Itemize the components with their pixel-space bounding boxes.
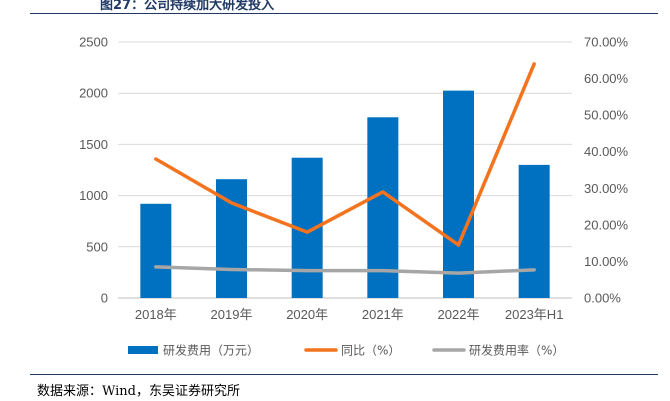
point-yoy-growth	[381, 190, 385, 194]
line-yoy-growth	[154, 62, 536, 247]
right-axis-ticks: 0.00% 10.00% 20.00% 30.00% 40.00% 50.00% 60.00…	[584, 35, 629, 306]
source-note: 数据来源：Wind，东吴证券研究所	[37, 384, 240, 399]
left-axis-tick-label: 500	[86, 239, 108, 254]
point-yoy-growth	[154, 157, 158, 161]
category-label: 2018年	[135, 307, 177, 322]
legend-label: 同比（%）	[341, 344, 400, 358]
category-label: 2023年H1	[505, 307, 564, 322]
point-rd-expense-ratio	[154, 265, 158, 269]
right-axis-tick-label: 50.00%	[584, 108, 629, 123]
legend-yoy-growth: 同比（%）	[304, 344, 400, 358]
left-axis-tick-label: 1000	[79, 188, 108, 203]
right-axis-tick-label: 20.00%	[584, 217, 629, 232]
point-rd-expense-ratio	[532, 268, 536, 272]
left-axis-tick-label: 2000	[79, 86, 108, 101]
point-yoy-growth	[305, 230, 309, 234]
right-axis-tick-label: 10.00%	[584, 254, 629, 269]
point-yoy-growth	[532, 62, 536, 66]
right-axis-tick-label: 40.00%	[584, 144, 629, 159]
legend-swatch	[128, 346, 158, 354]
left-axis-ticks: 0 500 1000 1500 2000 2500	[79, 35, 108, 306]
right-axis-tick-label: 60.00%	[584, 71, 629, 86]
bar-rd-expense	[140, 203, 172, 298]
bar-series	[140, 90, 550, 298]
right-axis-tick-label: 0.00%	[584, 291, 621, 306]
right-axis-tick-label: 30.00%	[584, 181, 629, 196]
bar-rd-expense	[216, 179, 247, 298]
point-yoy-growth	[230, 201, 233, 205]
bar-rd-expense	[367, 117, 399, 298]
category-label: 2020年	[286, 307, 328, 322]
point-yoy-growth	[457, 243, 460, 247]
left-axis-tick-label: 2500	[79, 35, 108, 50]
legend-label: 研发费用率（%）	[469, 343, 564, 358]
legend: 研发费用（万元） 同比（%） 研发费用率（%）	[128, 343, 564, 358]
category-axis-labels: 2018年 2019年 2020年 2021年 2022年 2023年H1	[135, 307, 564, 322]
legend-label: 研发费用（万元）	[163, 343, 259, 358]
bottom-rule	[30, 374, 658, 375]
point-rd-expense-ratio	[457, 271, 460, 275]
right-axis-tick-label: 70.00%	[584, 35, 629, 50]
figure-title: 图27：公司持续加大研发投入	[100, 0, 275, 13]
point-rd-expense-ratio	[305, 269, 309, 273]
line-series	[154, 62, 536, 275]
legend-rd-expense: 研发费用（万元）	[128, 343, 259, 358]
point-rd-expense-ratio	[381, 269, 385, 273]
point-rd-expense-ratio	[230, 267, 233, 271]
category-label: 2019年	[211, 307, 253, 322]
left-axis-tick-label: 0	[101, 291, 108, 306]
left-axis-tick-label: 1500	[79, 137, 108, 152]
category-label: 2022年	[438, 307, 480, 322]
legend-rd-expense-ratio: 研发费用率（%）	[432, 343, 564, 358]
top-rule	[30, 13, 658, 14]
line-rd-expense-ratio	[154, 265, 536, 275]
grid-lines	[118, 41, 572, 299]
bar-rd-expense	[443, 90, 474, 298]
category-label: 2021年	[362, 307, 404, 322]
bar-rd-expense	[518, 164, 550, 298]
